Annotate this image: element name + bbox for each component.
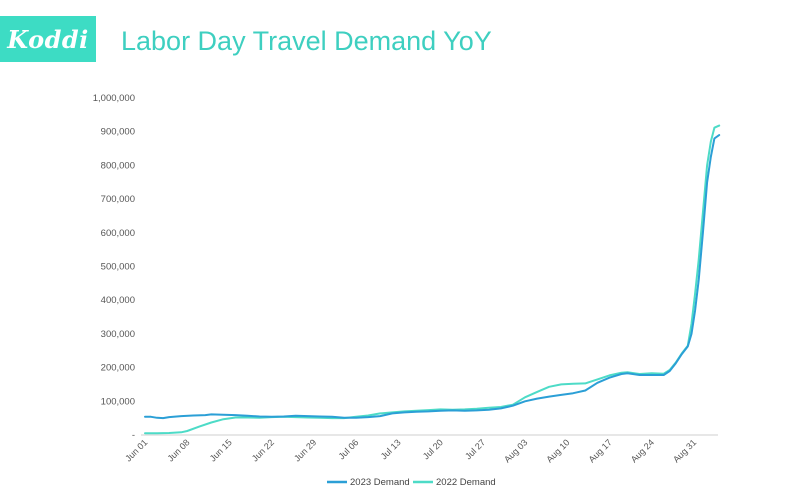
legend-label: 2023 Demand bbox=[350, 477, 410, 488]
x-tick-label: Jun 15 bbox=[208, 437, 234, 463]
x-tick-label: Aug 24 bbox=[629, 437, 656, 464]
x-tick-label: Jul 20 bbox=[421, 437, 445, 461]
y-tick-label: 400,000 bbox=[101, 295, 135, 306]
y-tick-label: 700,000 bbox=[101, 194, 135, 205]
x-tick-label: Aug 31 bbox=[671, 437, 698, 464]
koddi-logo: Koddi bbox=[0, 16, 96, 62]
y-tick-label: 500,000 bbox=[101, 262, 135, 273]
y-tick-label: 200,000 bbox=[101, 363, 135, 374]
y-tick-label: 600,000 bbox=[101, 228, 135, 239]
legend-label: 2022 Demand bbox=[436, 477, 496, 488]
x-tick-label: Jun 22 bbox=[250, 437, 276, 463]
x-tick-label: Jul 27 bbox=[463, 437, 487, 461]
x-tick-label: Aug 17 bbox=[587, 437, 614, 464]
x-tick-label: Aug 10 bbox=[544, 437, 571, 464]
series-line-2022 bbox=[144, 124, 721, 435]
series-line-2023 bbox=[144, 134, 721, 420]
x-tick-label: Jun 01 bbox=[123, 437, 149, 463]
page-title: Labor Day Travel Demand YoY bbox=[121, 26, 492, 56]
logo-text: Koddi bbox=[7, 24, 89, 54]
x-tick-label: Jun 29 bbox=[292, 437, 318, 463]
x-tick-label: Jul 13 bbox=[379, 437, 403, 461]
y-tick-label: 900,000 bbox=[101, 127, 135, 138]
y-tick-label: 1,000,000 bbox=[93, 93, 135, 104]
y-tick-label: 300,000 bbox=[101, 329, 135, 340]
y-tick-label: - bbox=[132, 430, 135, 441]
x-tick-label: Aug 03 bbox=[502, 437, 529, 464]
y-tick-label: 100,000 bbox=[101, 396, 135, 407]
y-tick-label: 800,000 bbox=[101, 160, 135, 171]
x-tick-label: Jun 08 bbox=[165, 437, 191, 463]
x-tick-label: Jul 06 bbox=[336, 437, 360, 461]
